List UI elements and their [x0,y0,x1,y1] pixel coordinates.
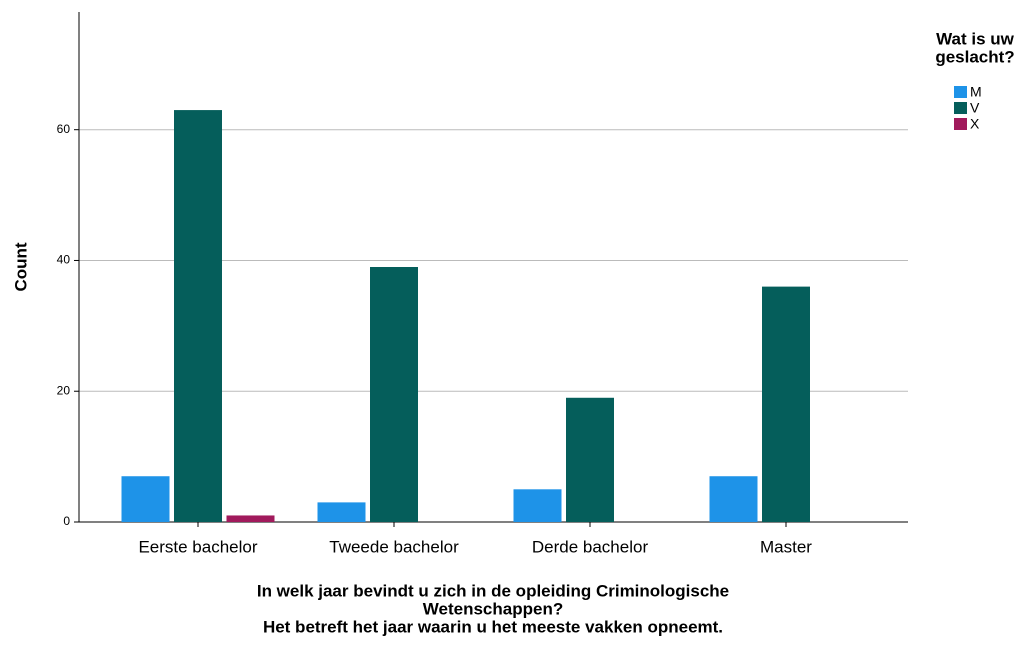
x-axis-label: Wetenschappen? [423,599,563,618]
legend-swatch [954,102,967,114]
bar [317,502,366,522]
legend-title: geslacht? [935,47,1014,66]
bar [513,489,562,522]
y-tick-label: 0 [63,514,70,528]
x-tick-label: Eerste bachelor [138,537,257,556]
bar [762,286,810,522]
y-tick-label: 40 [57,253,71,267]
bar [709,476,758,522]
y-axis-label: Count [11,242,30,291]
bar [121,476,170,522]
legend-label: V [970,100,980,116]
legend-swatch [954,86,967,98]
bar [226,515,275,522]
legend-label: M [970,84,982,100]
bar [174,110,222,523]
legend-swatch [954,118,967,130]
bar [566,397,614,522]
y-tick-label: 60 [57,122,71,136]
legend-label: X [970,116,980,132]
legend-title: Wat is uw [936,29,1015,48]
y-tick-label: 20 [57,383,71,397]
x-tick-label: Tweede bachelor [329,537,459,556]
x-tick-label: Derde bachelor [532,537,649,556]
x-tick-label: Master [760,537,812,556]
x-axis-label: Het betreft het jaar waarin u het meeste… [263,617,723,636]
bar [370,267,418,522]
x-axis-label: In welk jaar bevindt u zich in de opleid… [257,581,729,600]
